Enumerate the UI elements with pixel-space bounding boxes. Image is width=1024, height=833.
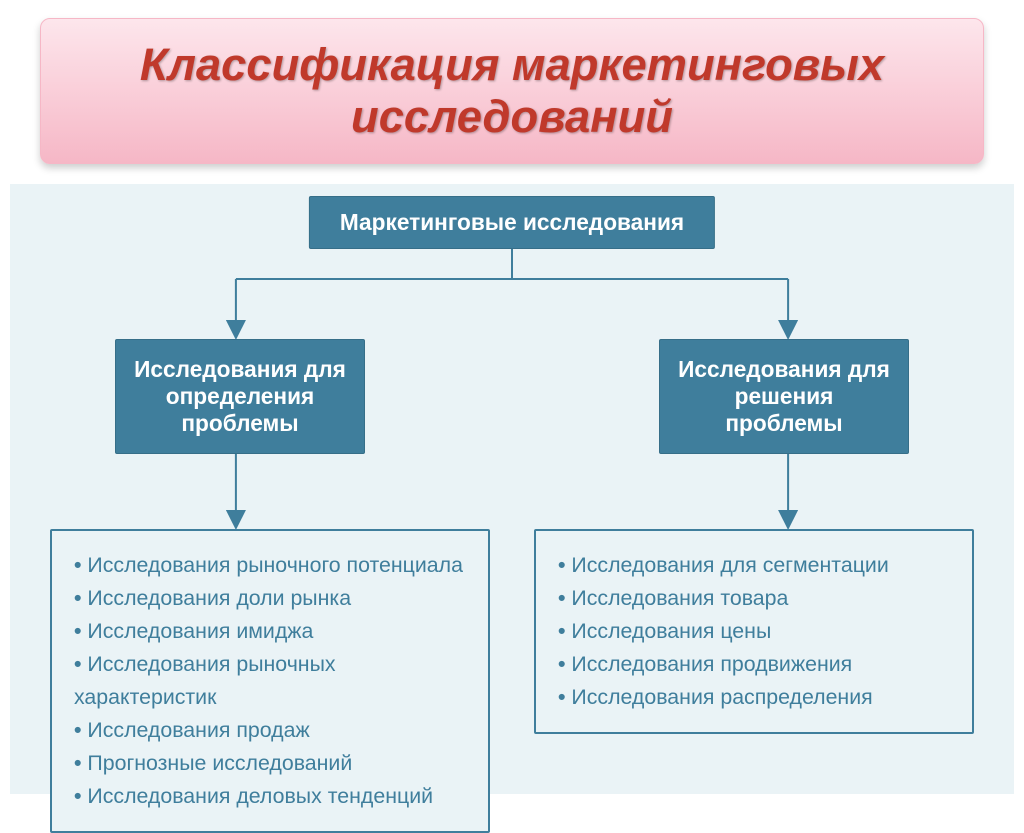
list-right: Исследования для сегментации Исследовани… xyxy=(558,549,950,714)
list-item: Исследования распределения xyxy=(558,681,950,714)
list-item: Исследования имиджа xyxy=(74,615,466,648)
list-item: Исследования рыночных характеристик xyxy=(74,648,466,714)
slide-title-box: Классификация маркетинговых исследований xyxy=(40,18,984,164)
slide-title: Классификация маркетинговых исследований xyxy=(71,39,953,143)
list-item: Исследования деловых тенденций xyxy=(74,780,466,813)
list-item: Исследования доли рынка xyxy=(74,582,466,615)
list-item: Исследования для сегментации xyxy=(558,549,950,582)
list-item: Исследования продаж xyxy=(74,714,466,747)
diagram-area: Маркетинговые исследования Исследования … xyxy=(10,184,1014,794)
branch-label-left: Исследования для определения проблемы xyxy=(134,356,346,436)
root-node: Маркетинговые исследования xyxy=(309,196,715,249)
list-left: Исследования рыночного потенциала Исслед… xyxy=(74,549,466,813)
root-label: Маркетинговые исследования xyxy=(340,209,684,235)
list-item: Исследования продвижения xyxy=(558,648,950,681)
list-box-left: Исследования рыночного потенциала Исслед… xyxy=(50,529,490,833)
branch-node-right: Исследования для решения проблемы xyxy=(659,339,909,454)
list-box-right: Исследования для сегментации Исследовани… xyxy=(534,529,974,734)
list-item: Исследования цены xyxy=(558,615,950,648)
list-item: Исследования рыночного потенциала xyxy=(74,549,466,582)
branch-label-right: Исследования для решения проблемы xyxy=(678,356,890,436)
list-item: Исследования товара xyxy=(558,582,950,615)
branch-node-left: Исследования для определения проблемы xyxy=(115,339,365,454)
list-item: Прогнозные исследований xyxy=(74,747,466,780)
